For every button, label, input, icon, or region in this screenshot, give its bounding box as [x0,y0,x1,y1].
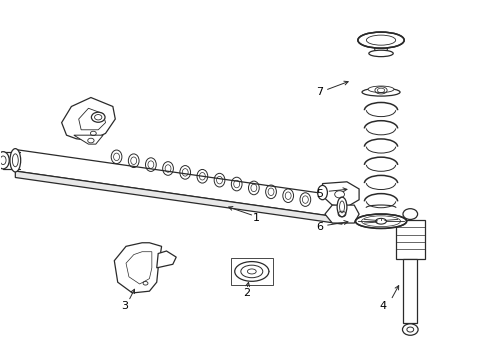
Ellipse shape [10,149,20,172]
Text: 6: 6 [316,222,323,232]
Ellipse shape [317,185,327,200]
Ellipse shape [355,214,406,228]
Text: 7: 7 [316,87,323,97]
Polygon shape [395,232,424,238]
Polygon shape [395,223,424,229]
Polygon shape [114,243,161,293]
Ellipse shape [367,86,393,93]
Text: 2: 2 [243,288,250,298]
Polygon shape [79,108,105,130]
Ellipse shape [0,152,9,169]
Polygon shape [395,220,424,259]
Polygon shape [15,149,341,218]
Text: 4: 4 [379,301,386,311]
Polygon shape [395,241,424,247]
Ellipse shape [375,219,386,224]
Text: 3: 3 [122,301,128,311]
Ellipse shape [336,197,346,217]
Ellipse shape [361,88,399,96]
Text: 5: 5 [316,189,323,199]
Polygon shape [126,252,152,284]
Ellipse shape [402,324,417,335]
Ellipse shape [368,50,392,57]
Polygon shape [325,205,358,223]
Ellipse shape [402,209,417,220]
Polygon shape [74,135,103,144]
Ellipse shape [234,262,268,281]
Polygon shape [322,182,358,207]
Polygon shape [403,259,416,323]
Text: 1: 1 [253,213,260,222]
Ellipse shape [91,112,105,122]
Polygon shape [371,40,389,51]
Ellipse shape [357,32,404,48]
Polygon shape [157,251,176,268]
Polygon shape [395,250,424,256]
Polygon shape [15,171,341,224]
Polygon shape [61,98,115,140]
